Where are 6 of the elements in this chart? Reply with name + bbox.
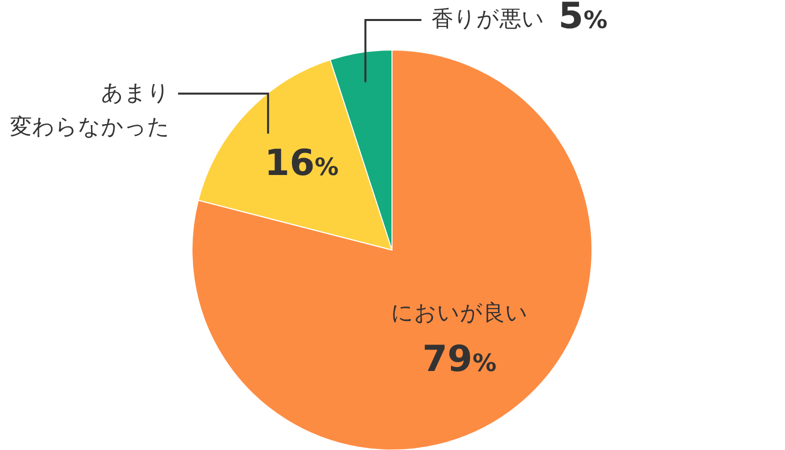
- slice-label: においが良い: [390, 300, 528, 328]
- data-label: 79%: [422, 338, 496, 380]
- data-label: 5%: [558, 0, 608, 37]
- data-label: 16%: [264, 143, 339, 184]
- slice-label: 香りが悪い: [431, 6, 544, 34]
- slice-label: あまり変わらなかった: [10, 80, 170, 142]
